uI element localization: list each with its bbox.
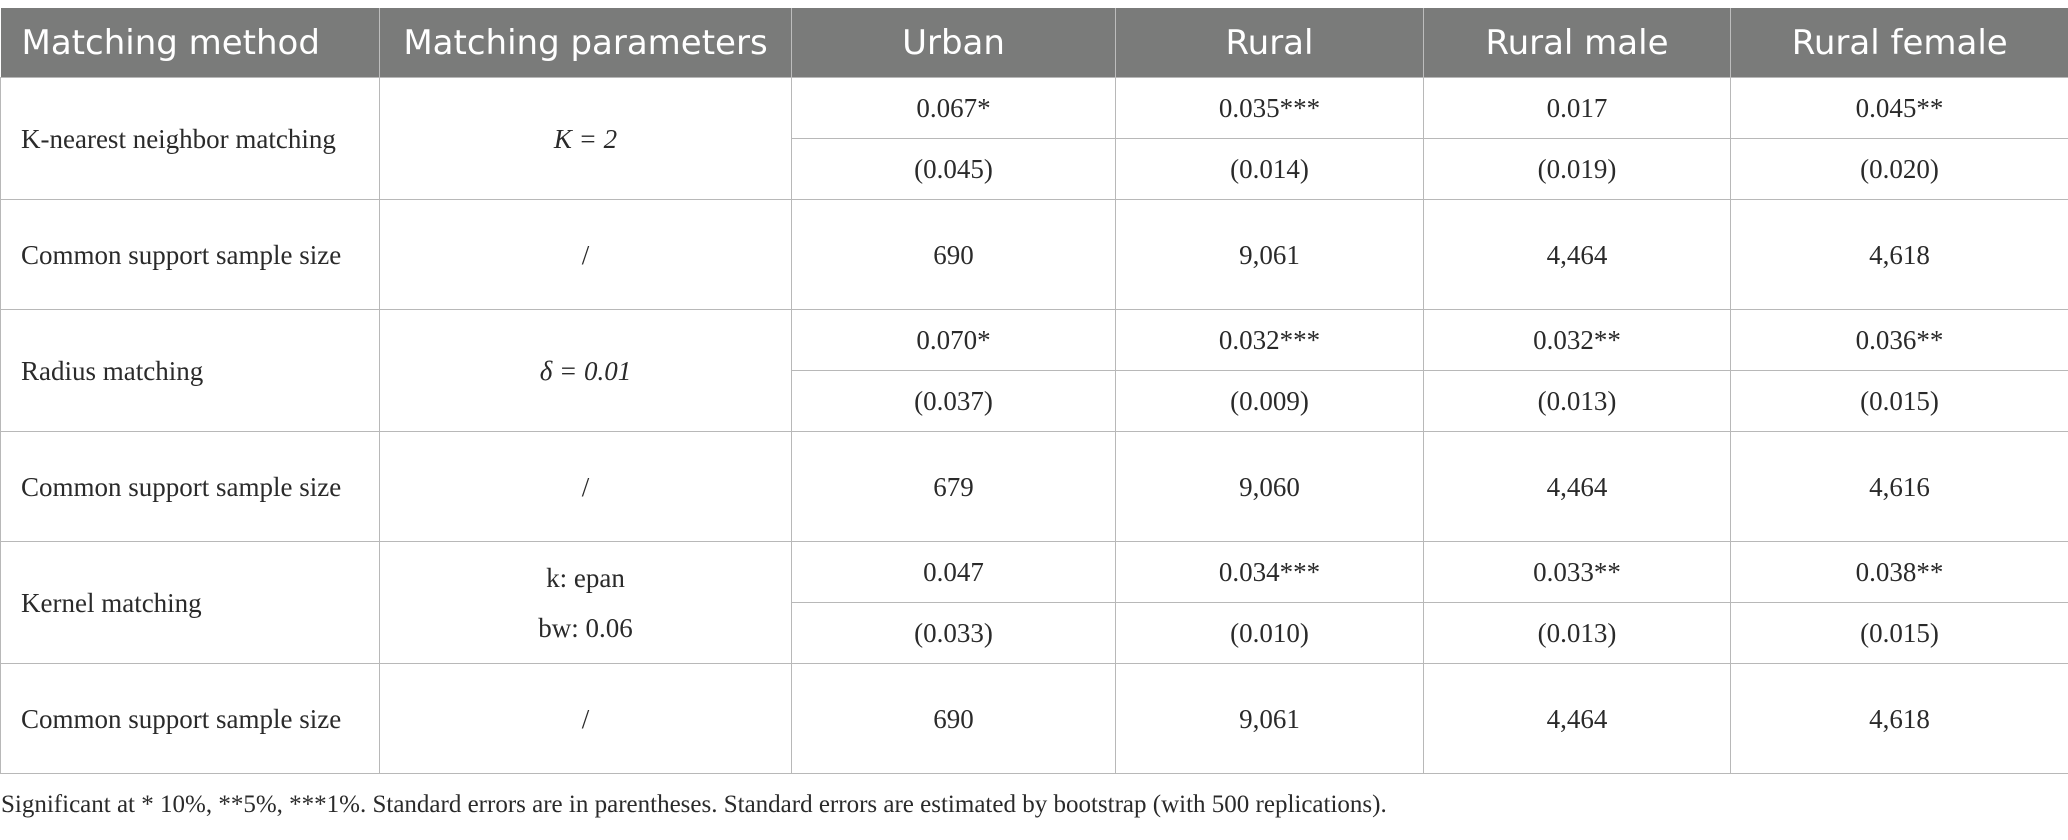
coef-cell: 0.017 [1423,77,1731,139]
coef-cell: 0.038** [1730,541,2068,603]
table-row: Radius matching δ = 0.01 0.070* 0.032***… [0,309,2068,432]
coef-cell: 0.036** [1730,309,2068,371]
support-label: Common support sample size [0,663,380,774]
table-row: Common support sample size / 679 9,060 4… [0,431,2068,542]
table-row: Common support sample size / 690 9,061 4… [0,663,2068,774]
param-kernel-bandwidth: bw: 0.06 [538,612,633,643]
support-cell: 690 [791,663,1116,774]
support-param: / [379,663,792,774]
param-radius: δ = 0.01 [379,309,792,432]
coef-cell: 0.032** [1423,309,1731,371]
se-cell: (0.015) [1730,602,2068,664]
header-matching-method: Matching method [0,8,380,78]
support-cell: 9,061 [1115,199,1424,310]
table-row: Kernel matching k: epan bw: 0.06 0.047 0… [0,541,2068,664]
support-cell: 9,061 [1115,663,1424,774]
support-label: Common support sample size [0,431,380,542]
coef-cell: 0.035*** [1115,77,1424,139]
header-rural-male: Rural male [1423,8,1731,78]
se-cell: (0.015) [1730,370,2068,432]
param-kernel: k: epan bw: 0.06 [379,541,792,664]
header-row: Matching method Matching parameters Urba… [0,8,2068,78]
table-row: (0.033) (0.010) (0.013) (0.015) [1,602,2068,664]
se-cell: (0.037) [791,370,1116,432]
coef-cell: 0.032*** [1115,309,1424,371]
coef-cell: 0.067* [791,77,1116,139]
se-cell: (0.013) [1423,602,1731,664]
support-cell: 4,464 [1423,431,1731,542]
method-knn: K-nearest neighbor matching [0,77,380,200]
support-label: Common support sample size [0,199,380,310]
coef-cell: 0.070* [791,309,1116,371]
header-rural: Rural [1115,8,1424,78]
table-row: (0.037) (0.009) (0.013) (0.015) [1,370,2068,432]
support-cell: 679 [791,431,1116,542]
method-kernel: Kernel matching [0,541,380,664]
header-urban: Urban [791,8,1116,78]
support-param: / [379,199,792,310]
se-cell: (0.014) [1115,138,1424,200]
table-header: Matching method Matching parameters Urba… [0,8,2068,78]
support-cell: 4,464 [1423,199,1731,310]
param-knn: K = 2 [379,77,792,200]
se-cell: (0.010) [1115,602,1424,664]
support-param: / [379,431,792,542]
header-matching-parameters: Matching parameters [379,8,792,78]
support-cell: 4,616 [1730,431,2068,542]
table-body: K-nearest neighbor matching K = 2 0.067*… [0,77,2068,774]
table-footnote: Significant at * 10%, **5%, ***1%. Stand… [1,791,1387,818]
coef-cell: 0.034*** [1115,541,1424,603]
support-cell: 4,464 [1423,663,1731,774]
se-cell: (0.013) [1423,370,1731,432]
header-rural-female: Rural female [1730,8,2068,78]
se-cell: (0.019) [1423,138,1731,200]
se-cell: (0.020) [1730,138,2068,200]
method-radius: Radius matching [0,309,380,432]
coef-cell: 0.047 [791,541,1116,603]
matching-results-table: Matching method Matching parameters Urba… [0,8,2068,774]
coef-cell: 0.033** [1423,541,1731,603]
results-table-container: Matching method Matching parameters Urba… [0,8,2068,774]
param-kernel-type: k: epan [546,562,625,593]
se-cell: (0.009) [1115,370,1424,432]
table-row: Common support sample size / 690 9,061 4… [0,199,2068,310]
se-cell: (0.045) [791,138,1116,200]
se-cell: (0.033) [791,602,1116,664]
coef-cell: 0.045** [1730,77,2068,139]
support-cell: 4,618 [1730,663,2068,774]
support-cell: 9,060 [1115,431,1424,542]
support-cell: 4,618 [1730,199,2068,310]
table-row: K-nearest neighbor matching K = 2 0.067*… [0,77,2068,200]
support-cell: 690 [791,199,1116,310]
